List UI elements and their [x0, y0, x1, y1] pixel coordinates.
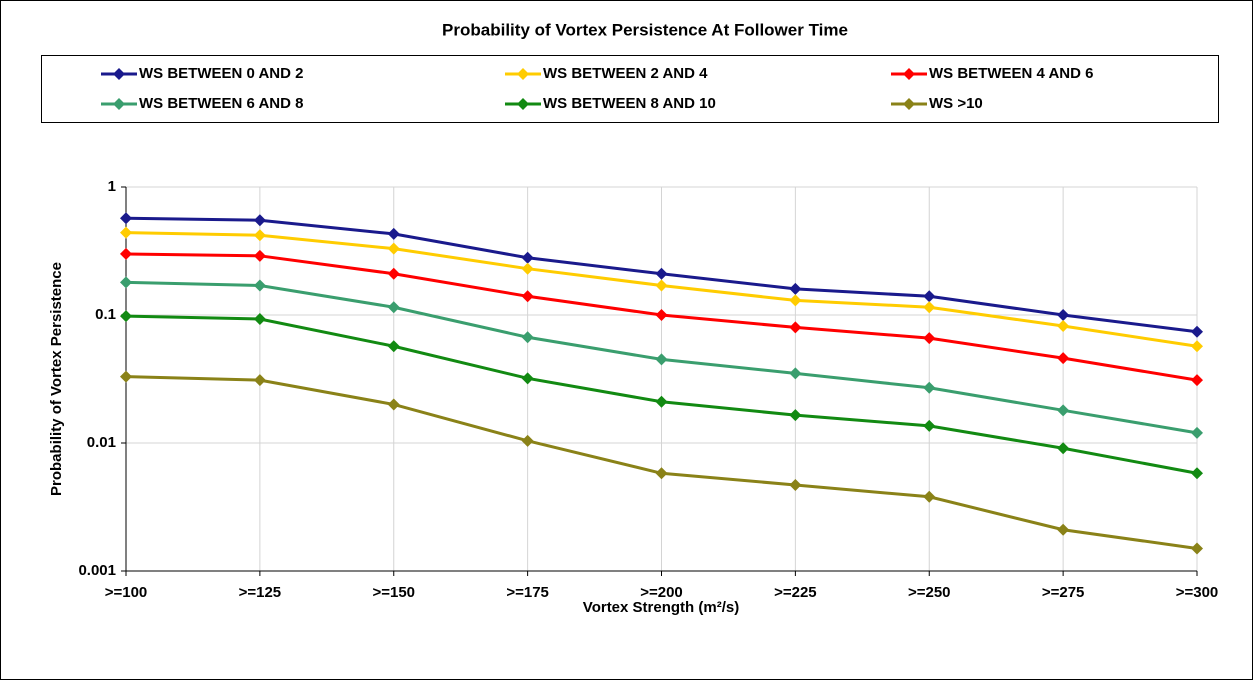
data-point	[387, 227, 400, 240]
data-point	[789, 478, 802, 491]
data-point	[120, 226, 132, 239]
data-point	[120, 310, 132, 323]
data-point	[1191, 325, 1203, 338]
legend-label: WS BETWEEN 2 AND 4	[543, 65, 708, 82]
data-point	[521, 372, 534, 385]
x-axis-label: Vortex Strength (m²/s)	[583, 599, 739, 616]
legend-label: WS BETWEEN 0 AND 2	[139, 65, 303, 82]
x-tick-label: >=175	[506, 584, 549, 601]
data-point	[923, 290, 936, 303]
legend-label: WS >10	[929, 95, 983, 112]
data-point	[387, 398, 400, 411]
data-point	[923, 381, 936, 394]
data-point	[387, 340, 400, 353]
data-point	[655, 467, 668, 480]
x-tick-label: >=125	[239, 584, 282, 601]
data-point	[120, 370, 132, 383]
data-point	[923, 419, 936, 432]
data-point	[923, 490, 936, 503]
legend-marker	[113, 98, 125, 110]
data-point	[1057, 404, 1070, 417]
data-point	[521, 251, 534, 264]
data-point	[789, 294, 802, 307]
data-point	[253, 229, 266, 242]
data-point	[655, 353, 668, 366]
x-tick-label: >=100	[105, 584, 148, 601]
y-tick-label: 0.01	[87, 434, 116, 451]
data-point	[387, 267, 400, 280]
data-point	[789, 367, 802, 380]
x-tick-label: >=225	[774, 584, 817, 601]
data-point	[521, 434, 534, 447]
chart-title: Probability of Vortex Persistence At Fol…	[442, 20, 848, 39]
data-point	[1191, 542, 1203, 555]
legend-box	[41, 55, 1219, 123]
y-tick-label: 0.1	[95, 306, 116, 323]
legend-marker	[517, 98, 529, 110]
legend-marker	[903, 98, 915, 110]
data-point	[521, 262, 534, 275]
data-point	[1191, 374, 1203, 387]
data-point	[120, 212, 132, 225]
data-point	[253, 249, 266, 262]
data-point	[1191, 426, 1203, 439]
data-point	[1191, 340, 1203, 353]
data-point	[923, 332, 936, 345]
y-tick-label: 0.001	[78, 562, 116, 579]
data-point	[387, 242, 400, 255]
data-point	[655, 309, 668, 321]
data-point	[789, 409, 802, 422]
data-point	[521, 331, 534, 344]
data-point	[253, 374, 266, 387]
data-point	[789, 282, 802, 295]
data-point	[1057, 309, 1070, 321]
y-axis-label: Probability of Vortex Persistence	[48, 262, 65, 496]
data-point	[120, 247, 132, 260]
legend-marker	[113, 68, 125, 80]
data-point	[655, 279, 668, 292]
x-tick-label: >=300	[1176, 584, 1219, 601]
x-tick-label: >=275	[1042, 584, 1085, 601]
data-point	[655, 395, 668, 408]
x-tick-label: >=200	[640, 584, 683, 601]
data-point	[1191, 467, 1203, 480]
data-point	[253, 279, 266, 292]
data-point	[1057, 352, 1070, 365]
data-point	[1057, 442, 1070, 455]
legend-label: WS BETWEEN 8 AND 10	[543, 95, 716, 112]
x-tick-label: >=150	[372, 584, 415, 601]
data-point	[521, 290, 534, 303]
data-point	[789, 321, 802, 334]
data-point	[253, 313, 266, 326]
data-point	[1057, 320, 1070, 333]
data-point	[655, 267, 668, 280]
x-tick-label: >=250	[908, 584, 951, 601]
data-point	[120, 276, 132, 289]
legend-marker	[903, 68, 915, 80]
legend-label: WS BETWEEN 6 AND 8	[139, 95, 303, 112]
data-point	[387, 301, 400, 314]
data-point	[253, 214, 266, 227]
y-tick-label: 1	[108, 178, 116, 195]
data-point	[1057, 523, 1070, 536]
legend-marker	[517, 68, 529, 80]
legend-label: WS BETWEEN 4 AND 6	[929, 65, 1093, 82]
data-point	[923, 301, 936, 314]
